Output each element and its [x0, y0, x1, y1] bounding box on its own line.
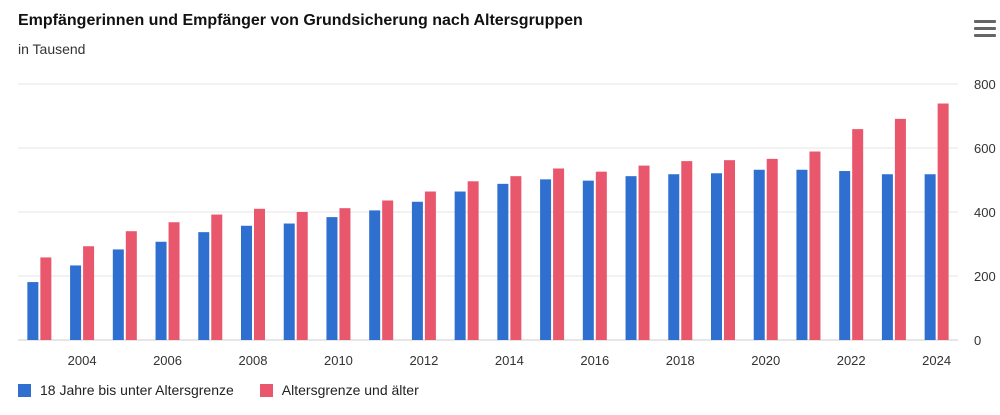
bar-2-2005[interactable]	[125, 231, 137, 340]
bar-1-2022[interactable]	[839, 171, 851, 340]
x-tick-label: 2016	[580, 353, 609, 368]
bar-1-2012[interactable]	[411, 201, 423, 340]
bar-2-2003[interactable]	[40, 257, 52, 340]
bars	[27, 103, 949, 341]
x-tick-label: 2022	[837, 353, 866, 368]
bar-1-2005[interactable]	[112, 249, 124, 340]
bar-2-2012[interactable]	[424, 191, 436, 340]
bar-1-2011[interactable]	[369, 210, 381, 340]
x-axis-ticks: 2004 2006 2008 2010 2012 2014 2016 2018 2020 2022…	[68, 353, 951, 368]
legend-label-series-1: 18 Jahre bis unter Altersgrenze	[40, 382, 234, 398]
bar-2-2009[interactable]	[296, 212, 308, 340]
bar-1-2016[interactable]	[582, 180, 594, 340]
y-tick-label: 800	[974, 77, 996, 92]
legend-item-series-2[interactable]: Altersgrenze und älter	[259, 382, 419, 398]
bar-1-2013[interactable]	[454, 191, 466, 340]
bar-2-2007[interactable]	[211, 214, 223, 340]
x-tick-label: 2010	[324, 353, 353, 368]
bar-1-2023[interactable]	[881, 174, 893, 340]
bar-2-2011[interactable]	[382, 200, 394, 340]
bar-2-2014[interactable]	[510, 176, 522, 340]
bar-1-2014[interactable]	[497, 183, 509, 340]
bar-2-2020[interactable]	[766, 158, 778, 340]
bar-2-2015[interactable]	[553, 168, 565, 340]
bar-1-2006[interactable]	[155, 241, 167, 340]
x-tick-label: 2018	[666, 353, 695, 368]
bar-2-2022[interactable]	[852, 129, 864, 340]
bar-2-2016[interactable]	[595, 171, 607, 340]
bar-2-2021[interactable]	[809, 151, 821, 340]
bar-1-2008[interactable]	[241, 225, 252, 340]
bar-1-2021[interactable]	[796, 169, 808, 340]
legend-swatch-series-2	[259, 383, 273, 397]
bar-1-2010[interactable]	[326, 217, 338, 340]
bar-1-2018[interactable]	[668, 174, 680, 340]
bar-2-2006[interactable]	[168, 222, 180, 340]
bar-1-2017[interactable]	[625, 176, 637, 340]
bar-2-2018[interactable]	[681, 161, 693, 340]
bar-1-2015[interactable]	[540, 179, 552, 340]
x-tick-label: 2020	[751, 353, 780, 368]
menu-line-icon	[974, 27, 996, 30]
bar-1-2003[interactable]	[27, 282, 39, 340]
bar-1-2007[interactable]	[198, 232, 210, 340]
bar-2-2004[interactable]	[83, 246, 95, 340]
hamburger-menu-icon[interactable]	[974, 20, 996, 38]
bar-2-2008[interactable]	[254, 208, 265, 340]
x-tick-label: 2004	[68, 353, 97, 368]
legend-swatch-series-1	[18, 383, 31, 397]
x-tick-label: 2012	[409, 353, 438, 368]
x-tick-label: 2006	[153, 353, 182, 368]
bar-2-2023[interactable]	[894, 118, 906, 340]
bar-2-2024[interactable]	[937, 103, 949, 341]
bar-2-2019[interactable]	[724, 160, 735, 340]
bar-1-2024[interactable]	[924, 174, 936, 340]
chart-subtitle: in Tausend	[18, 41, 86, 57]
chart-title: Empfängerinnen und Empfänger von Grundsi…	[18, 12, 583, 29]
y-tick-label: 0	[974, 333, 981, 348]
bar-2-2017[interactable]	[638, 165, 650, 340]
menu-line-icon	[974, 34, 996, 37]
legend: 18 Jahre bis unter Altersgrenze Altersgr…	[18, 382, 445, 398]
y-tick-label: 200	[974, 269, 996, 284]
y-tick-label: 400	[974, 205, 996, 220]
bar-1-2004[interactable]	[70, 265, 82, 340]
x-tick-label: 2008	[239, 353, 268, 368]
bar-1-2009[interactable]	[283, 223, 295, 340]
bar-1-2019[interactable]	[711, 173, 722, 340]
x-tick-label: 2024	[922, 353, 951, 368]
y-axis-ticks: 0 200 400 600 800	[974, 77, 996, 348]
y-tick-label: 600	[974, 141, 996, 156]
legend-label-series-2: Altersgrenze und älter	[281, 382, 419, 398]
menu-line-icon	[974, 20, 996, 23]
bar-2-2013[interactable]	[467, 181, 479, 340]
bar-2-2010[interactable]	[339, 208, 351, 340]
legend-item-series-1[interactable]: 18 Jahre bis unter Altersgrenze	[18, 382, 234, 398]
x-tick-label: 2014	[495, 353, 524, 368]
bar-1-2020[interactable]	[753, 169, 765, 340]
